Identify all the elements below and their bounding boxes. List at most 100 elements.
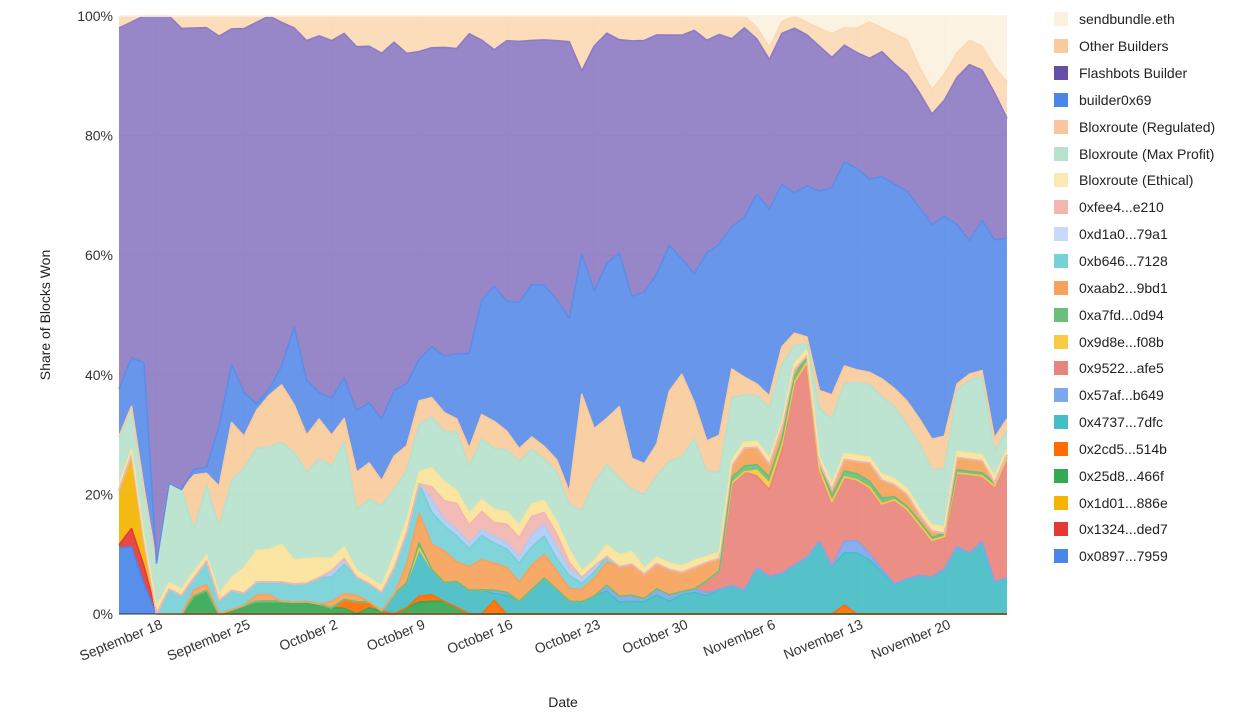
- legend-item-0x1d01-886e[interactable]: 0x1d01...886e: [1054, 489, 1215, 516]
- legend-swatch: [1054, 468, 1068, 483]
- area-builder0x69: [119, 161, 1007, 563]
- legend-swatch: [1054, 146, 1068, 161]
- line-bloxroute-max-profit: [118, 342, 1008, 564]
- legend-item-sendbundle-eth[interactable]: sendbundle.eth: [1054, 6, 1215, 33]
- legend-label: 0x4737...7dfc: [1079, 414, 1164, 431]
- legend-item-0xd1a0-79a1[interactable]: 0xd1a0...79a1: [1054, 221, 1215, 248]
- x-tick-label: October 9: [364, 616, 427, 654]
- legend-swatch: [1054, 66, 1068, 81]
- legend-swatch: [1054, 361, 1068, 376]
- legend-label: 0xfee4...e210: [1079, 199, 1164, 216]
- legend-swatch: [1054, 12, 1068, 27]
- y-axis-label: Share of Blocks Won: [37, 250, 53, 380]
- legend-label: 0xaab2...9bd1: [1079, 279, 1168, 296]
- legend-label: 0x2cd5...514b: [1079, 440, 1167, 457]
- x-axis-ticks: September 18 September 25 October 2 October…: [77, 616, 953, 664]
- legend-swatch: [1054, 119, 1068, 134]
- legend-label: 0xa7fd...0d94: [1079, 306, 1164, 323]
- y-tick-label: 40%: [85, 367, 113, 383]
- legend-item-other-builders[interactable]: Other Builders: [1054, 33, 1215, 60]
- legend-label: 0x25d8...466f: [1079, 467, 1164, 484]
- legend-item-0x9d8e-f08b[interactable]: 0x9d8e...f08b: [1054, 328, 1215, 355]
- legend-swatch: [1054, 334, 1068, 349]
- legend-item-0x2cd5-514b[interactable]: 0x2cd5...514b: [1054, 436, 1215, 463]
- area-sendbundle-eth: [119, 16, 1007, 90]
- legend-item-0x4737-7dfc[interactable]: 0x4737...7dfc: [1054, 409, 1215, 436]
- x-axis-label: Date: [548, 694, 578, 710]
- x-tick-label: September 25: [165, 616, 253, 664]
- line-builder0x69: [118, 161, 1008, 564]
- series-areas: [119, 16, 1007, 614]
- y-tick-label: 60%: [85, 247, 113, 263]
- legend-label: 0xd1a0...79a1: [1079, 226, 1168, 243]
- x-tick-label: November 6: [701, 616, 778, 659]
- legend-swatch: [1054, 549, 1068, 564]
- x-tick-label: October 2: [277, 616, 340, 654]
- legend-swatch: [1054, 441, 1068, 456]
- legend-label: sendbundle.eth: [1079, 11, 1175, 28]
- legend-label: Bloxroute (Ethical): [1079, 172, 1194, 189]
- y-tick-label: 0%: [93, 606, 113, 622]
- legend-swatch: [1054, 173, 1068, 188]
- legend-item-0x9522-afe5[interactable]: 0x9522...afe5: [1054, 355, 1215, 382]
- legend-swatch: [1054, 307, 1068, 322]
- legend-label: Bloxroute (Max Profit): [1079, 145, 1215, 162]
- y-axis-ticks: 0% 20% 40% 60% 80% 100%: [77, 8, 113, 622]
- line-flashbots-builder: [118, 15, 1008, 119]
- legend-swatch: [1054, 254, 1068, 269]
- line-0xa7fd-0d94: [118, 355, 1008, 615]
- legend-item-bloxroute-max-profit[interactable]: Bloxroute (Max Profit): [1054, 140, 1215, 167]
- x-tick-label: October 30: [620, 616, 690, 657]
- line-bloxroute-regulated: [118, 332, 1008, 564]
- area-other-builders: [119, 16, 1007, 119]
- x-tick-label: November 20: [869, 616, 953, 662]
- area-bloxroute-max-profit: [119, 343, 1007, 607]
- legend-label: 0x9522...afe5: [1079, 360, 1164, 377]
- legend-swatch: [1054, 227, 1068, 242]
- legend-swatch: [1054, 200, 1068, 215]
- area-flashbots-builder: [119, 16, 1007, 563]
- legend-item-bloxroute-ethical[interactable]: Bloxroute (Ethical): [1054, 167, 1215, 194]
- area-0x25d8-466f: [119, 455, 1007, 614]
- line-0xfee4-e210: [118, 355, 1008, 615]
- area-bloxroute-regulated: [119, 333, 1007, 563]
- legend-label: Other Builders: [1079, 38, 1169, 55]
- area-0xd1a0-79a1: [119, 355, 1007, 614]
- legend-item-0xaab2-9bd1[interactable]: 0xaab2...9bd1: [1054, 274, 1215, 301]
- legend-item-0xa7fd-0d94[interactable]: 0xa7fd...0d94: [1054, 301, 1215, 328]
- x-tick-label: October 23: [532, 616, 602, 657]
- y-tick-label: 100%: [77, 8, 113, 24]
- legend-item-0x1324-ded7[interactable]: 0x1324...ded7: [1054, 516, 1215, 543]
- line-bloxroute-ethical: [118, 348, 1008, 608]
- legend-item-0x57af-b649[interactable]: 0x57af...b649: [1054, 382, 1215, 409]
- legend-label: 0x1d01...886e: [1079, 494, 1168, 511]
- legend-swatch: [1054, 39, 1068, 54]
- legend-label: 0x0897...7959: [1079, 548, 1168, 565]
- legend-label: 0xb646...7128: [1079, 253, 1168, 270]
- legend-swatch: [1054, 92, 1068, 107]
- area-0x4737-7dfc: [119, 455, 1007, 614]
- legend-swatch: [1054, 388, 1068, 403]
- legend-item-0xb646-7128[interactable]: 0xb646...7128: [1054, 248, 1215, 275]
- legend-label: builder0x69: [1079, 91, 1152, 108]
- legend-label: Flashbots Builder: [1079, 65, 1188, 82]
- legend-item-bloxroute-regulated[interactable]: Bloxroute (Regulated): [1054, 113, 1215, 140]
- stacked-area-chart: 0% 20% 40% 60% 80% 100% September 18 September…: [37, 8, 1008, 710]
- legend-item-0x25d8-466f[interactable]: 0x25d8...466f: [1054, 462, 1215, 489]
- legend-label: 0x9d8e...f08b: [1079, 333, 1164, 350]
- legend-item-0x0897-7959[interactable]: 0x0897...7959: [1054, 543, 1215, 570]
- area-0x9522-afe5: [119, 362, 1007, 614]
- area-bloxroute-ethical: [119, 349, 1007, 614]
- x-tick-label: November 13: [781, 616, 865, 662]
- legend: sendbundle.eth Other Builders Flashbots Bu…: [1054, 6, 1215, 570]
- x-tick-label: October 16: [445, 616, 515, 657]
- legend-label: 0x57af...b649: [1079, 387, 1164, 404]
- legend-item-builder0x69[interactable]: builder0x69: [1054, 87, 1215, 114]
- x-tick-label: September 18: [77, 616, 165, 664]
- legend-swatch: [1054, 522, 1068, 537]
- legend-item-0xfee4-e210[interactable]: 0xfee4...e210: [1054, 194, 1215, 221]
- legend-item-flashbots-builder[interactable]: Flashbots Builder: [1054, 60, 1215, 87]
- legend-label: Bloxroute (Regulated): [1079, 118, 1216, 135]
- legend-swatch: [1054, 415, 1068, 430]
